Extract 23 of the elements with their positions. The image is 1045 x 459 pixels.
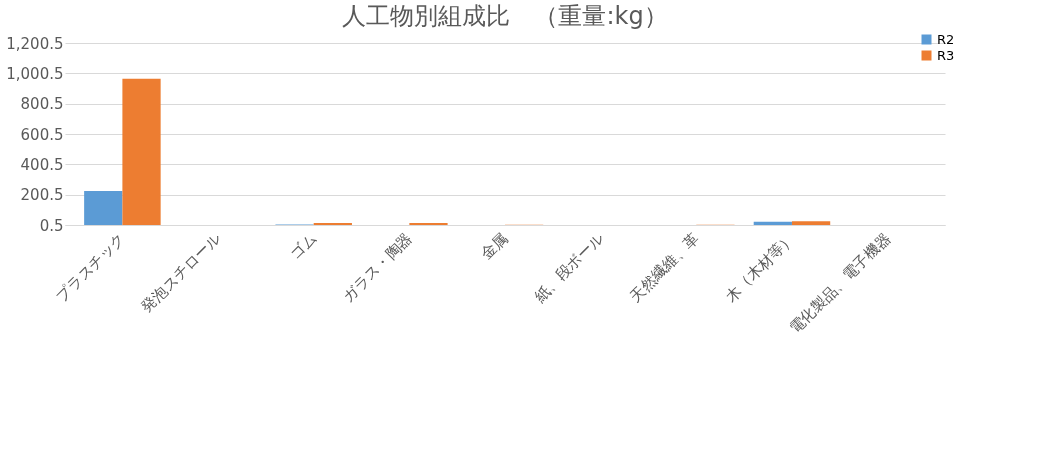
x-tick-label: ゴム bbox=[286, 229, 321, 264]
legend-label: R2 bbox=[937, 31, 955, 47]
x-tick-label: 紙、段ボール bbox=[530, 229, 608, 306]
bar bbox=[409, 222, 448, 225]
x-tick-label: 天然繊維、革 bbox=[626, 229, 703, 306]
x-tick-label: 木（木材等） bbox=[721, 229, 799, 306]
y-tick-label: 600.5 bbox=[20, 125, 64, 144]
x-tick-label: 金属 bbox=[477, 229, 512, 264]
y-tick-label: 800.5 bbox=[20, 95, 64, 114]
bar bbox=[753, 221, 792, 225]
bar bbox=[313, 222, 352, 225]
y-tick-label: 1,000.5 bbox=[6, 64, 64, 83]
bar bbox=[791, 221, 831, 225]
y-tick-label: 0.5 bbox=[39, 216, 64, 235]
x-tick-label: 発泡スチロール bbox=[137, 229, 225, 317]
chart-title: 人工物別組成比 （重量:kg） bbox=[342, 2, 668, 30]
bar bbox=[122, 78, 161, 225]
legend-label: R3 bbox=[937, 47, 955, 63]
bar bbox=[84, 190, 123, 225]
y-tick-label: 200.5 bbox=[20, 186, 64, 205]
x-tick-label: ガラス・陶器 bbox=[339, 229, 416, 306]
y-tick-label: 1,200.5 bbox=[6, 34, 64, 53]
y-tick-label: 400.5 bbox=[20, 155, 64, 174]
